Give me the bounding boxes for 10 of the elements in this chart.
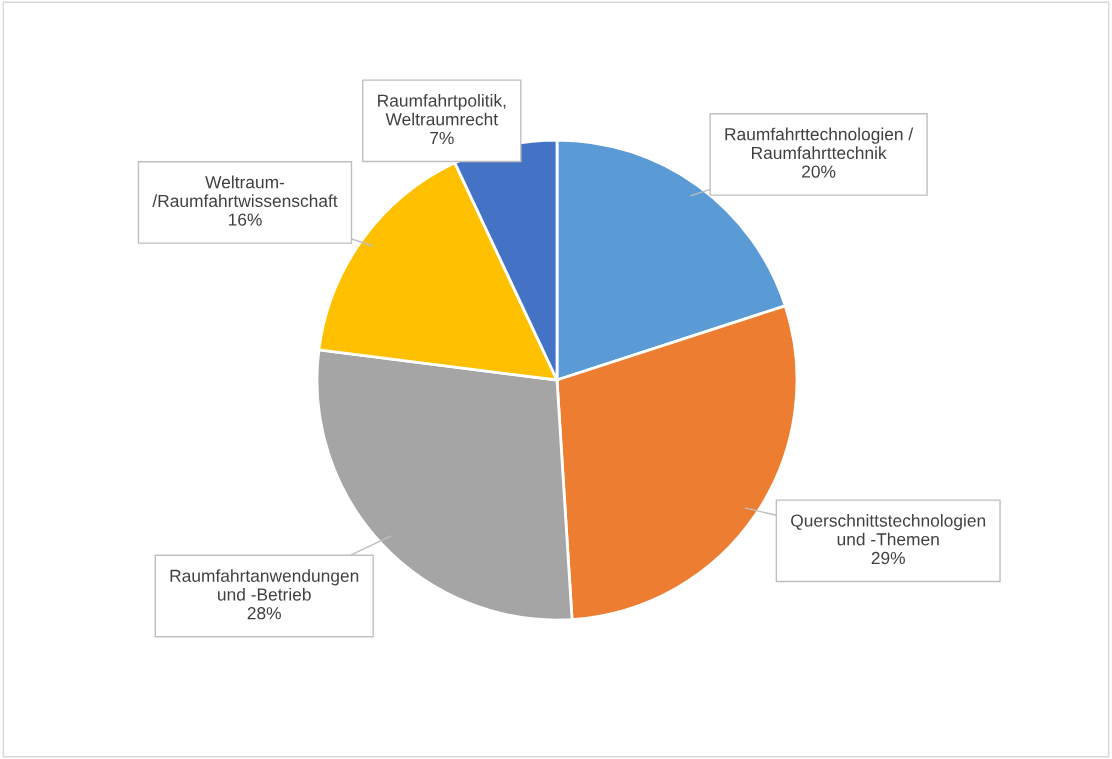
data-label: 29% xyxy=(871,551,905,565)
slice-label: Raumfahrttechnologien / Raumfahrttechnik xyxy=(725,127,914,160)
data-label: 20% xyxy=(802,165,836,178)
slice-label: Raumfahrtanwendungen und -Betrieb xyxy=(170,569,359,601)
slice-label: Querschnittstechnologien und -Themen xyxy=(791,514,986,546)
slice-label: Raumfahrtpolitik, Weltraumrecht xyxy=(378,94,506,126)
slice-label: Weltraum- /Raumfahrtwissenschaft xyxy=(152,175,338,208)
data-label: 7% xyxy=(430,131,454,145)
data-label: 16% xyxy=(228,213,262,226)
data-label: 28% xyxy=(247,607,281,620)
